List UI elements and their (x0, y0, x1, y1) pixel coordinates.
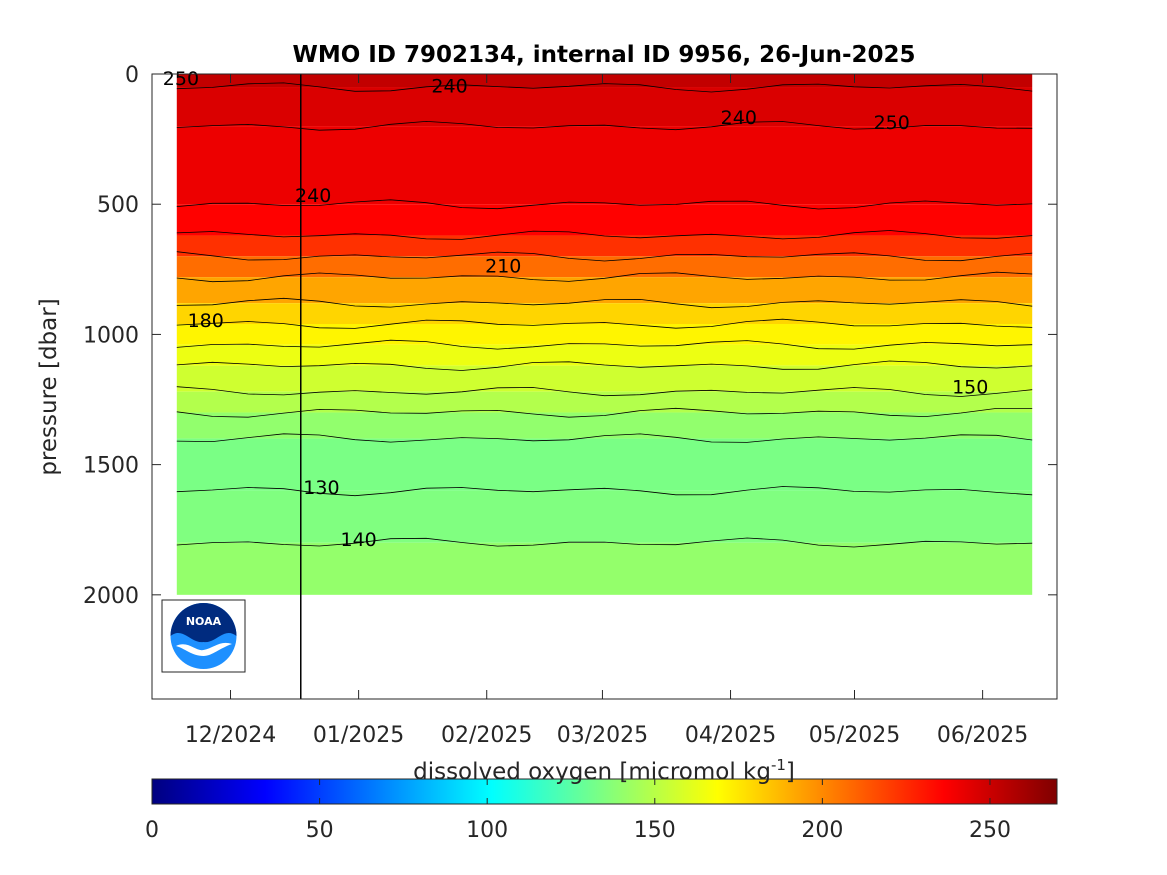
y-axis-ticks: 0 500 1000 1500 2000 (83, 63, 1057, 609)
colorbar-tick-label: 200 (801, 818, 843, 843)
contour-label: 140 (340, 529, 376, 551)
contour-label: 250 (163, 68, 199, 90)
contour-line (176, 407, 1033, 418)
oxygen-band (176, 256, 1033, 278)
oxygen-band (176, 542, 1033, 595)
contour-line (176, 318, 1033, 329)
contour-line (176, 82, 1033, 93)
contour-line (176, 360, 1033, 371)
contour-labels: 250 240 240 250 240 210 180 150 130 140 (163, 68, 989, 551)
y-tick-label: 0 (125, 63, 139, 88)
oxygen-band (176, 391, 1033, 413)
colorbar-tick-label: 50 (306, 818, 334, 843)
contour-label: 240 (431, 76, 467, 98)
oxygen-band (176, 126, 1033, 205)
contour-line (176, 537, 1033, 548)
logo-text: NOAA (186, 615, 222, 628)
oxygen-band (176, 324, 1033, 345)
contour-line (176, 199, 1033, 210)
oxygen-band (176, 490, 1033, 543)
noaa-logo: NOAA (161, 599, 246, 673)
contour-label: 240 (295, 185, 331, 207)
oxygen-band (176, 365, 1033, 392)
colorbar-ticks: 0 50 100 150 200 250 (145, 779, 1011, 843)
contour-lines (176, 82, 1033, 548)
chart-title: WMO ID 7902134, internal ID 9956, 26-Jun… (292, 42, 915, 68)
contour-label: 250 (874, 112, 910, 134)
contour-label: 130 (303, 477, 339, 499)
y-tick-label: 2000 (83, 584, 139, 609)
contour-line (176, 251, 1033, 262)
oxygen-band (176, 277, 1033, 304)
contour-line (176, 271, 1033, 283)
oxygen-band (176, 235, 1033, 257)
x-tick-label: 02/2025 (441, 723, 532, 748)
contour-line (176, 120, 1033, 131)
contour-label: 180 (188, 310, 224, 332)
oxygen-field (176, 74, 1033, 595)
y-tick-label: 1000 (83, 323, 139, 348)
y-axis-label: pressure [dbar] (36, 298, 62, 475)
contour-line (176, 486, 1033, 497)
x-tick-label: 06/2025 (937, 723, 1028, 748)
oxygen-band (176, 344, 1033, 366)
y-tick-label: 1500 (83, 454, 139, 479)
oxygen-band (176, 204, 1033, 236)
x-axis-ticks: 12/2024 01/2025 02/2025 03/2025 04/2025 05/20… (185, 74, 1028, 748)
oxygen-band (176, 438, 1033, 491)
colorbar: 0 50 100 150 200 250 dissolved oxygen [microm… (145, 756, 1058, 843)
colorbar-tick-label: 0 (145, 818, 159, 843)
oxygen-band (176, 87, 1033, 127)
oxygen-band (176, 303, 1033, 324)
contour-line (176, 386, 1033, 397)
x-tick-label: 04/2025 (685, 723, 776, 748)
y-tick-label: 500 (97, 193, 139, 218)
x-tick-label: 01/2025 (313, 723, 404, 748)
x-tick-label: 03/2025 (557, 723, 648, 748)
logo-bird-icon (170, 603, 237, 643)
contour-line (176, 433, 1033, 443)
colorbar-tick-label: 150 (634, 818, 676, 843)
contour-line (176, 297, 1033, 309)
x-tick-label: 12/2024 (185, 723, 276, 748)
contour-label: 210 (485, 255, 521, 277)
x-tick-label: 05/2025 (809, 723, 900, 748)
colorbar-label: dissolved oxygen [micromol kg-1] (413, 756, 795, 785)
contour-label: 240 (721, 107, 757, 129)
plot-frame (151, 73, 1058, 700)
contour-line (176, 339, 1033, 350)
colorbar-gradient (151, 778, 1058, 805)
colorbar-tick-label: 100 (466, 818, 508, 843)
contour-line (176, 230, 1033, 240)
contour-label: 150 (952, 377, 988, 399)
oxygen-band (176, 412, 1033, 439)
colorbar-tick-label: 250 (969, 818, 1011, 843)
logo-wave-icon (176, 642, 232, 656)
